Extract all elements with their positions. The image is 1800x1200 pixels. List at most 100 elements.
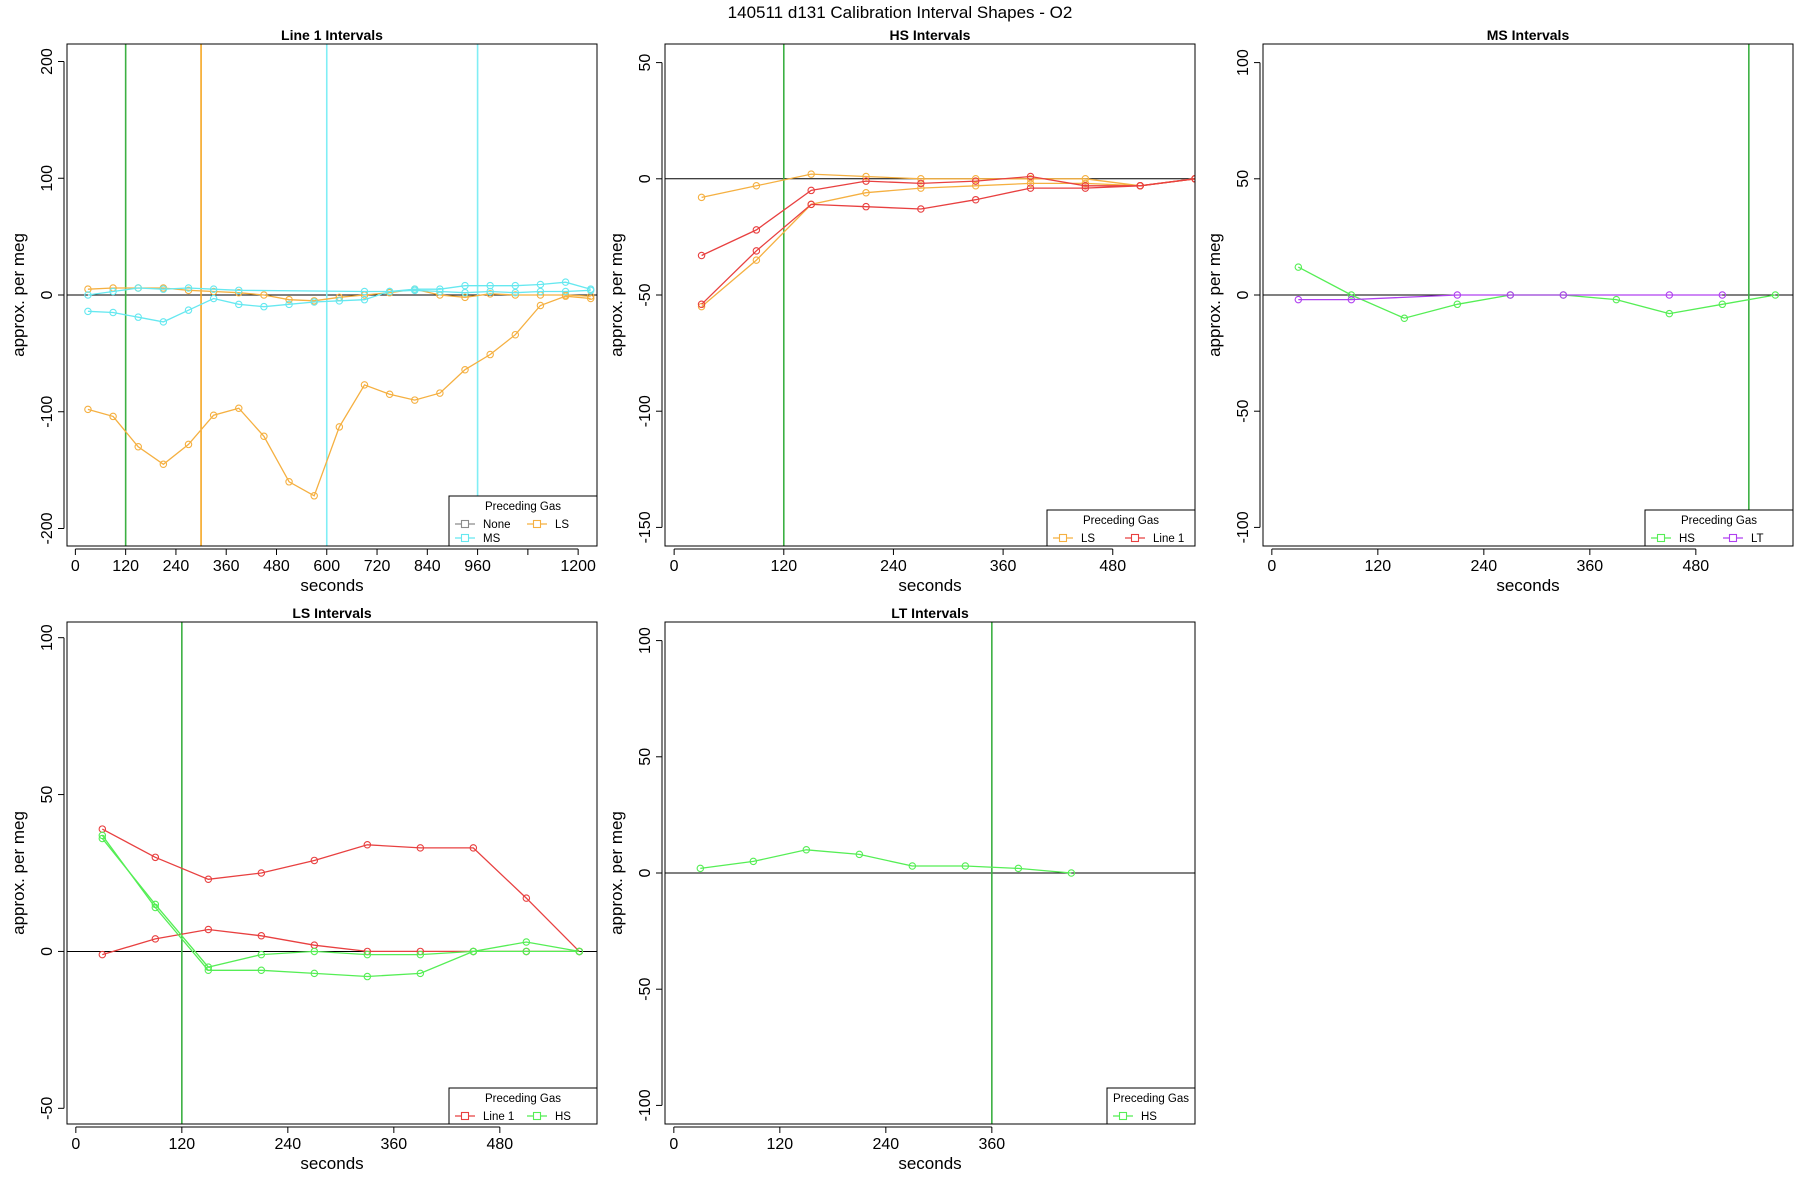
x-tick-label: 240 xyxy=(1470,558,1497,575)
legend-label: None xyxy=(483,519,511,531)
data-point xyxy=(575,947,584,956)
legend-label: Line 1 xyxy=(483,1111,514,1123)
data-point xyxy=(260,302,268,311)
data-point xyxy=(159,460,168,469)
data-point xyxy=(511,291,520,299)
y-tick-label: -100 xyxy=(39,396,56,428)
plot-frame xyxy=(664,621,1196,1125)
x-tick-label: 0 xyxy=(71,558,80,575)
y-tick-label: 100 xyxy=(637,627,654,654)
chart-panel: Line 1 Intervals 0 120 240 360 480 600 720 840 96… xyxy=(9,27,598,595)
plot-frame xyxy=(1262,43,1794,547)
legend-swatch-marker xyxy=(460,533,470,543)
legend-title: Preceding Gas xyxy=(485,1093,561,1105)
data-point xyxy=(285,478,293,486)
legend-swatch-marker xyxy=(1728,533,1738,543)
y-axis-label: approx. per meg xyxy=(9,811,28,935)
data-point xyxy=(310,492,318,500)
y-tick-label: -100 xyxy=(637,395,654,427)
data-point xyxy=(511,288,520,297)
data-point xyxy=(84,291,92,299)
data-point xyxy=(1718,300,1727,309)
data-point xyxy=(363,972,372,981)
legend-label: HS xyxy=(1141,1111,1157,1123)
x-tick-label: 240 xyxy=(274,1136,301,1153)
legend-swatch-marker xyxy=(1656,533,1666,543)
data-point xyxy=(184,306,193,314)
series-group xyxy=(697,170,1195,311)
plot-frame xyxy=(664,43,1196,547)
x-tick-label: 120 xyxy=(766,1136,793,1153)
panel-title: HS Intervals xyxy=(890,27,971,43)
data-point xyxy=(917,205,925,213)
data-point xyxy=(204,875,213,884)
data-point xyxy=(360,287,369,296)
data-point xyxy=(1453,300,1462,309)
series-line xyxy=(87,295,591,497)
legend-title: Preceding Gas xyxy=(1083,515,1159,527)
data-point xyxy=(561,287,570,296)
data-point xyxy=(586,292,595,300)
data-point xyxy=(209,285,218,293)
data-point xyxy=(486,287,494,296)
data-point xyxy=(109,412,117,421)
data-point xyxy=(98,834,107,843)
x-tick-label: 120 xyxy=(168,1136,195,1153)
data-point xyxy=(84,285,92,293)
y-tick-label: 50 xyxy=(637,748,654,766)
x-tick-label: 840 xyxy=(414,558,441,575)
x-tick-label: 0 xyxy=(669,1136,678,1153)
x-tick-label: 240 xyxy=(163,558,190,575)
data-point xyxy=(385,287,394,296)
data-point xyxy=(522,947,531,956)
legend-swatch-marker xyxy=(532,519,542,529)
data-point xyxy=(1026,179,1035,188)
series-line xyxy=(87,281,591,323)
data-point xyxy=(971,195,980,204)
data-point xyxy=(1026,175,1035,183)
data-point xyxy=(1347,291,1356,299)
data-point xyxy=(807,200,815,209)
x-axis-label: seconds xyxy=(300,576,363,595)
series-line xyxy=(1298,294,1723,301)
x-tick-label: 120 xyxy=(112,558,139,575)
data-point xyxy=(235,286,243,295)
y-tick-label: 50 xyxy=(637,54,654,72)
data-point xyxy=(749,857,758,866)
data-point xyxy=(335,423,344,431)
data-point xyxy=(1294,263,1303,271)
data-point xyxy=(436,389,444,397)
panels: Line 1 Intervals 0 120 240 360 480 600 720 840 96… xyxy=(9,27,1794,1173)
data-point xyxy=(1400,314,1409,322)
data-point xyxy=(511,281,520,290)
data-point xyxy=(151,935,160,943)
data-point xyxy=(862,202,870,211)
data-point xyxy=(697,193,706,202)
data-point xyxy=(363,841,372,849)
y-tick-label: 0 xyxy=(39,290,56,299)
data-point xyxy=(522,938,531,946)
data-point xyxy=(1506,291,1515,299)
data-point xyxy=(310,856,319,865)
y-axis-label: approx. per meg xyxy=(1205,233,1224,357)
x-tick-label: 0 xyxy=(670,558,679,575)
data-point xyxy=(971,182,980,190)
data-point xyxy=(1081,182,1090,190)
data-point xyxy=(204,925,213,934)
legend-label: LS xyxy=(555,519,569,531)
y-tick-label: -50 xyxy=(1235,400,1252,423)
data-point xyxy=(862,188,870,197)
series-line xyxy=(101,835,580,978)
data-point xyxy=(1347,295,1356,304)
data-point xyxy=(917,184,925,192)
data-point xyxy=(134,284,142,292)
data-point xyxy=(363,950,372,959)
data-point xyxy=(204,966,213,975)
data-point xyxy=(536,301,545,310)
chart-panel: HS Intervals 0 120 240 360 480 seconds -150 -100… xyxy=(607,27,1196,595)
data-point xyxy=(1081,175,1090,183)
data-point xyxy=(360,295,369,304)
data-point xyxy=(310,947,319,956)
y-tick-label: -100 xyxy=(1235,511,1252,543)
data-point xyxy=(908,862,917,870)
